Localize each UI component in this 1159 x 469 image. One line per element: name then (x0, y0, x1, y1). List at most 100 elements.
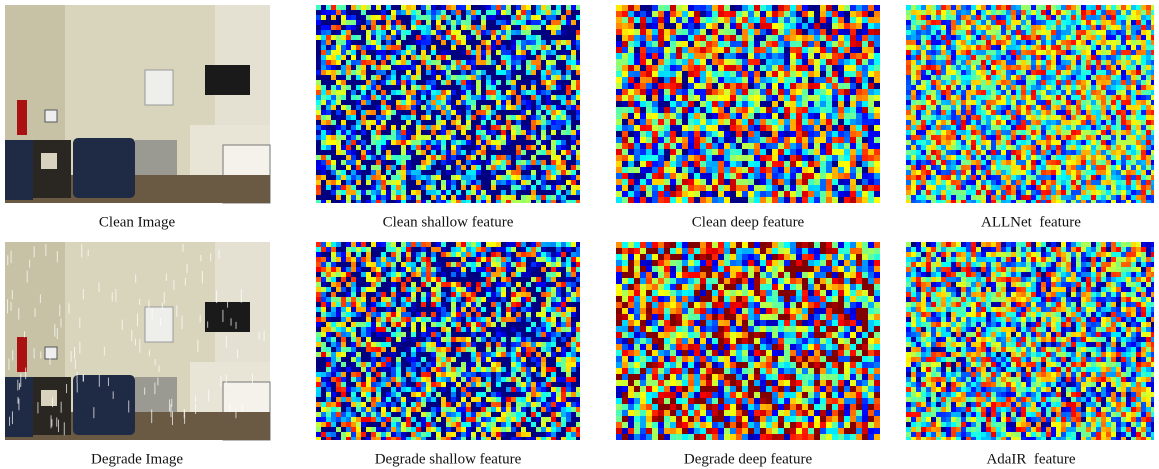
heat-cell (640, 11, 646, 17)
heat-cell (566, 35, 571, 40)
heat-cell (1116, 65, 1121, 70)
heat-cell (506, 155, 511, 160)
heat-cell (561, 25, 566, 30)
heat-cell (376, 30, 381, 35)
heat-cell (1061, 35, 1066, 40)
heat-cell (1106, 55, 1111, 60)
heat-cell (826, 119, 832, 125)
heat-cell (1106, 45, 1111, 50)
heat-cell (1066, 120, 1071, 125)
heat-cell (1101, 125, 1106, 130)
heat-cell (1131, 105, 1136, 110)
heat-cell (808, 125, 814, 131)
heat-cell (622, 143, 628, 149)
heat-cell (536, 195, 541, 200)
heat-cell (346, 50, 351, 55)
heat-cell (862, 35, 868, 41)
heat-cell (1136, 125, 1141, 130)
heat-cell (501, 135, 506, 140)
heat-cell (850, 161, 856, 167)
heat-cell (838, 65, 844, 71)
heat-cell (481, 75, 486, 80)
heat-cell (628, 89, 634, 95)
heat-cell (724, 65, 730, 71)
heat-cell (476, 80, 481, 85)
heat-cell (1121, 65, 1126, 70)
heat-cell (1061, 70, 1066, 75)
heat-cell (802, 89, 808, 95)
heat-cell (471, 85, 476, 90)
heat-cell (976, 115, 981, 120)
heat-cell (571, 55, 576, 60)
heat-cell (682, 83, 688, 89)
heat-cell (844, 185, 850, 191)
heat-cell (664, 29, 670, 35)
heat-cell (1006, 100, 1011, 105)
heat-cell (466, 95, 471, 100)
heat-cell (748, 29, 754, 35)
heat-cell (331, 90, 336, 95)
heat-cell (546, 80, 551, 85)
heat-cell (1146, 65, 1151, 70)
heat-cell (506, 50, 511, 55)
heat-cell (1026, 115, 1031, 120)
heat-cell (466, 180, 471, 185)
heat-cell (1151, 55, 1154, 60)
heat-cell (911, 55, 916, 60)
heat-cell (724, 197, 730, 203)
heat-cell (946, 95, 951, 100)
heat-cell (321, 60, 326, 65)
heat-cell (936, 25, 941, 30)
heat-cell (808, 65, 814, 71)
heat-cell (736, 47, 742, 53)
heat-cell (521, 135, 526, 140)
heat-cell (1051, 85, 1056, 90)
heat-cell (736, 11, 742, 17)
heat-cell (331, 190, 336, 195)
heat-cell (664, 161, 670, 167)
heat-cell (926, 130, 931, 135)
heat-cell (1031, 110, 1036, 115)
heat-cell (981, 125, 986, 130)
heat-cell (742, 137, 748, 143)
heat-cell (546, 155, 551, 160)
heat-cell (1031, 125, 1036, 130)
heat-cell (1091, 15, 1096, 20)
heat-cell (706, 5, 712, 11)
heat-cell (486, 55, 491, 60)
heat-cell (1151, 90, 1154, 95)
heat-cell (356, 25, 361, 30)
heat-cell (850, 125, 856, 131)
heat-cell (936, 100, 941, 105)
heat-cell (1131, 40, 1136, 45)
heat-cell (652, 191, 658, 197)
heat-cell (1096, 30, 1101, 35)
heat-cell (921, 55, 926, 60)
heat-cell (346, 150, 351, 155)
heat-cell (694, 119, 700, 125)
heat-cell (511, 150, 516, 155)
heat-cell (441, 20, 446, 25)
heat-cell (986, 30, 991, 35)
heat-cell (916, 15, 921, 20)
heat-cell (921, 10, 926, 15)
heat-cell (628, 41, 634, 47)
heat-cell (1086, 10, 1091, 15)
heat-cell (1026, 90, 1031, 95)
heat-cell (700, 41, 706, 47)
heat-cell (760, 107, 766, 113)
heat-cell (416, 140, 421, 145)
heat-cell (936, 45, 941, 50)
heat-cell (1056, 45, 1061, 50)
heat-cell (622, 53, 628, 59)
heat-cell (551, 25, 556, 30)
heat-cell (986, 110, 991, 115)
heat-cell (652, 161, 658, 167)
heat-cell (730, 197, 736, 203)
heat-cell (516, 145, 521, 150)
heat-cell (936, 70, 941, 75)
heat-cell (441, 130, 446, 135)
heat-cell (446, 15, 451, 20)
heat-cell (1026, 50, 1031, 55)
heat-cell (316, 155, 321, 160)
